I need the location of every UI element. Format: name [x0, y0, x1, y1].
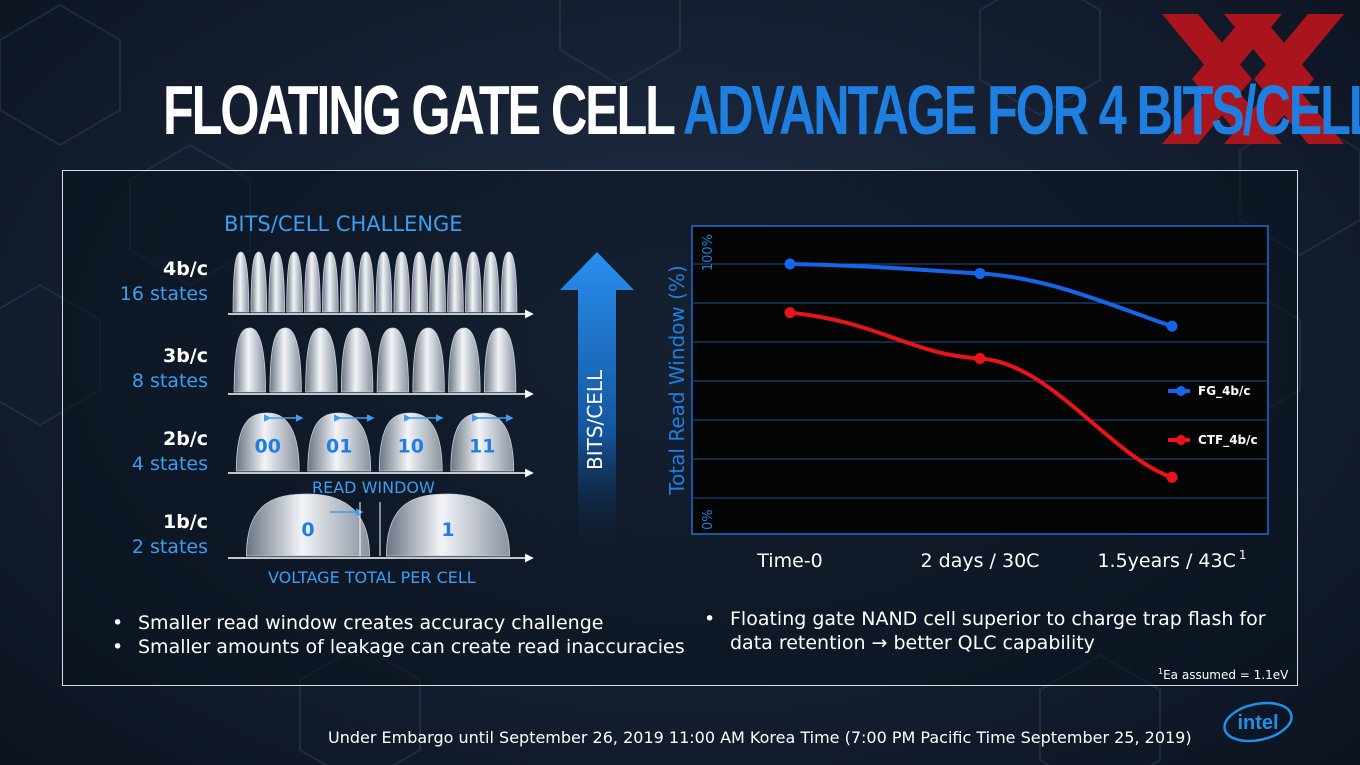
page-title: FLOATING GATE CELL ADVANTAGE FOR 4 BITS/… [163, 70, 1360, 150]
row-3bc-state-bell [340, 327, 374, 393]
legend-label: CTF_4b/c [1198, 433, 1258, 448]
chart-legend: FG_4b/c CTF_4b/c [1168, 384, 1258, 448]
footnote-marker: 1 [1158, 667, 1164, 676]
distribution-row-4bc [232, 251, 518, 313]
xtick-label: 2 days / 30C [921, 550, 1040, 572]
level-2bc-states: 4 states [131, 453, 208, 475]
level-3bc-label: 3b/c [162, 345, 208, 367]
left-bullet-list: • Smaller read window creates accuracy ch… [112, 611, 685, 659]
row-2bc-state-code: 10 [398, 435, 424, 457]
row-4bc-state-bell [304, 251, 321, 313]
intel-logo-icon: intel [1223, 701, 1293, 743]
chart-series [784, 258, 1178, 483]
row-4bc-state-bell [482, 251, 500, 313]
footnote-text: Ea assumed = 1.1eV [1163, 668, 1289, 682]
xtick-label: 1.5years / 43C 1 [1097, 548, 1246, 572]
embargo-notice: Under Embargo until September 26, 2019 1… [328, 728, 1192, 747]
row-4bc-state-bell [322, 251, 339, 313]
level-4bc-states: 16 states [119, 283, 208, 305]
row-2bc-state-code: 01 [326, 435, 352, 457]
row-3bc-state-bell [412, 327, 445, 393]
row-2bc-state-bell [450, 412, 515, 472]
row-4bc-state-bell [429, 251, 446, 313]
row-1bc-state-bell [245, 493, 371, 557]
row-4bc-state-bell [339, 251, 357, 313]
left-bullet-item: • Smaller read window creates accuracy ch… [112, 612, 604, 634]
data-point-CTF_4b/c [974, 353, 986, 364]
row-4bc-state-bell [375, 251, 393, 313]
intel-logo-text: intel [1237, 712, 1278, 734]
row-4bc-state-bell [411, 251, 428, 313]
row-4bc-state-bell [465, 251, 482, 313]
xx-watermark-logo [1162, 14, 1344, 144]
distribution-row-2bc: 00 01 10 11 [235, 412, 515, 472]
level-1bc-states: 2 states [131, 536, 208, 558]
y-axis-title: Total Read Window (%) [665, 265, 689, 496]
row-4bc-state-bell [232, 251, 250, 313]
read-window-label: READ WINDOW [312, 478, 435, 497]
title-part-blue: ADVANTAGE FOR 4 BITS/CELL [682, 71, 1360, 149]
row-4bc-state-bell [357, 251, 375, 313]
data-point-FG_4b/c [784, 258, 796, 270]
right-bullet-line2: data retention → better QLC capability [730, 632, 1095, 654]
chart-xtick-labels: Time-0 2 days / 30C 1.5years / 43C 1 [756, 548, 1246, 572]
level-4bc-label: 4b/c [162, 258, 208, 280]
row-4bc-state-bell [286, 251, 303, 313]
row-3bc-state-bell [233, 327, 267, 393]
row-4bc-state-bell [393, 251, 411, 313]
level-1bc-label: 1b/c [162, 511, 208, 533]
read-window-line-chart: 100% 0% Total Read Window (%) Time-0 2 da… [665, 225, 1269, 572]
title-part-white: FLOATING GATE CELL [163, 71, 675, 149]
level-2bc-label: 2b/c [162, 428, 208, 450]
row-4bc-state-bell [500, 251, 518, 313]
bits-cell-arrow-label: BITS/CELL [583, 369, 607, 470]
left-bullet-text: Smaller amounts of leakage can create re… [138, 636, 685, 658]
left-bullet-text: Smaller read window creates accuracy cha… [138, 612, 604, 634]
row-2bc-state-code: 11 [469, 435, 495, 457]
voltage-total-label: VOLTAGE TOTAL PER CELL [268, 568, 476, 587]
data-point-FG_4b/c [974, 267, 986, 279]
ytick-label-top: 100% [701, 234, 716, 271]
row-2bc-state-bell [307, 412, 372, 472]
row-2bc-state-bell [378, 412, 443, 472]
left-bullet-item: • Smaller amounts of leakage can create r… [112, 636, 685, 658]
chart-gridlines [692, 263, 1268, 499]
row-3bc-state-bell [376, 327, 410, 393]
row-4bc-state-bell [447, 251, 464, 313]
level-3bc-states: 8 states [131, 370, 208, 392]
row-1bc-state-code: 0 [301, 519, 314, 541]
legend-marker [1176, 386, 1186, 396]
row-1bc-state-code: 1 [441, 519, 454, 541]
row-3bc-state-bell [269, 327, 302, 393]
legend-label: FG_4b/c [1198, 384, 1250, 399]
bits-cell-arrow [560, 252, 634, 552]
row-2bc-state-code: 00 [255, 435, 281, 457]
row-3bc-state-bell [305, 327, 338, 393]
data-point-CTF_4b/c [1166, 471, 1178, 483]
right-bullet-line1: Floating gate NAND cell superior to char… [730, 608, 1266, 630]
row-2bc-state-bell [235, 412, 300, 472]
xtick-label: Time-0 [756, 550, 822, 572]
footnote: 1Ea assumed = 1.1eV [1158, 667, 1288, 682]
row-1bc-state-bell [385, 493, 511, 557]
row-4bc-state-bell [250, 251, 268, 313]
data-point-CTF_4b/c [784, 307, 796, 319]
row-4bc-state-bell [268, 251, 285, 313]
data-point-FG_4b/c [1166, 320, 1178, 332]
bits-cell-challenge-heading: BITS/CELL CHALLENGE [224, 212, 463, 236]
legend-marker [1176, 435, 1186, 445]
distribution-row-3bc [233, 327, 517, 393]
row-3bc-state-bell [448, 327, 481, 393]
row-3bc-state-bell [483, 327, 517, 393]
ytick-label-bottom: 0% [701, 509, 716, 530]
right-bullet: • Floating gate NAND cell superior to cha… [704, 608, 1266, 654]
